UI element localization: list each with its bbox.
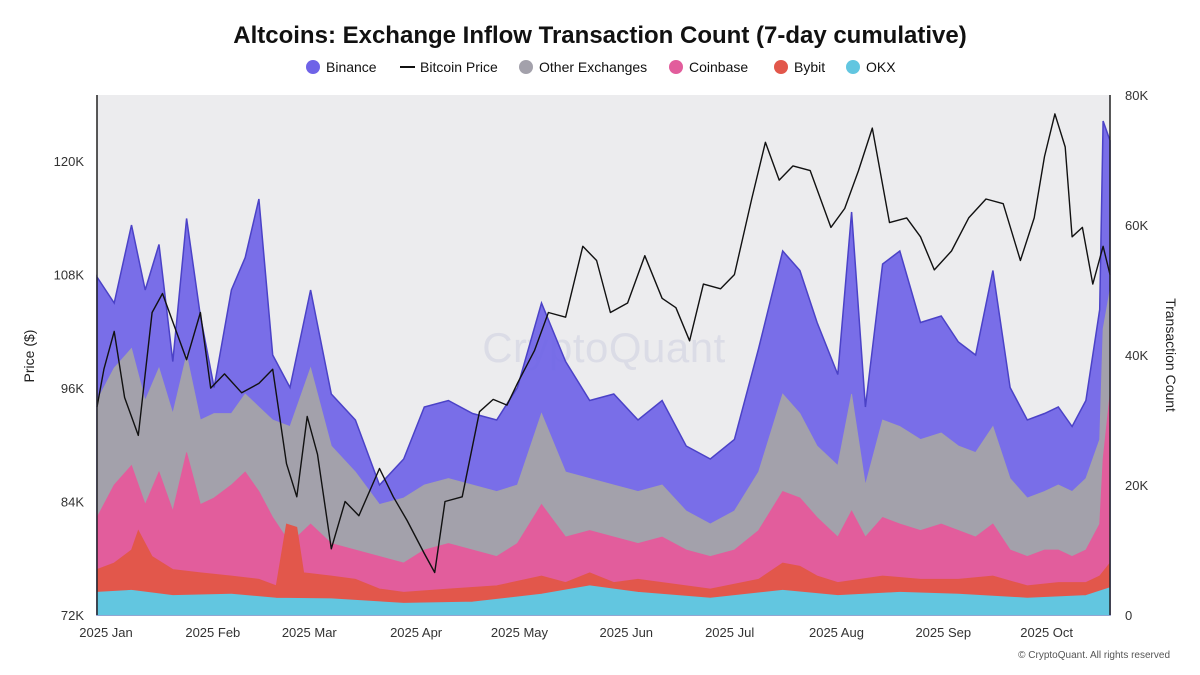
x-tick-label: 2025 Jul bbox=[705, 625, 754, 640]
copyright-credit: © CryptoQuant. All rights reserved bbox=[1018, 650, 1170, 661]
right-tick-label: 80K bbox=[1125, 88, 1148, 103]
left-tick-label: 84K bbox=[61, 495, 84, 510]
watermark: CryptoQuant bbox=[482, 324, 726, 371]
chart-title: Altcoins: Exchange Inflow Transaction Co… bbox=[233, 22, 966, 49]
legend-swatch-other-exchanges bbox=[519, 60, 533, 74]
x-tick-label: 2025 Sep bbox=[915, 625, 971, 640]
left-tick-label: 120K bbox=[54, 154, 85, 169]
left-tick-label: 72K bbox=[61, 608, 84, 623]
x-tick-label: 2025 Apr bbox=[390, 625, 443, 640]
left-tick-label: 108K bbox=[54, 268, 85, 283]
legend: Binance Bitcoin Price Other Exchanges Coinb… bbox=[306, 59, 896, 75]
right-tick-label: 40K bbox=[1125, 348, 1148, 363]
legend-swatch-coinbase bbox=[669, 60, 683, 74]
series-area-okx bbox=[96, 585, 1111, 616]
left-axis-title: Price ($) bbox=[21, 330, 37, 383]
right-axis-title: Transaction Count bbox=[1163, 298, 1179, 412]
x-ticks: 2025 Jan 2025 Feb 2025 Mar 2025 Apr 2025 May… bbox=[79, 625, 1073, 640]
right-tick-label: 20K bbox=[1125, 478, 1148, 493]
x-tick-label: 2025 May bbox=[491, 625, 549, 640]
x-tick-label: 2025 Aug bbox=[809, 625, 864, 640]
legend-label-okx: OKX bbox=[866, 59, 896, 75]
x-tick-label: 2025 Mar bbox=[282, 625, 338, 640]
legend-swatch-okx bbox=[846, 60, 860, 74]
left-ticks: 72K 84K 96K 108K 120K bbox=[54, 154, 85, 623]
x-tick-label: 2025 Jan bbox=[79, 625, 133, 640]
x-tick-label: 2025 Jun bbox=[600, 625, 654, 640]
legend-label-other-exchanges: Other Exchanges bbox=[539, 59, 647, 75]
price-line-group bbox=[96, 113, 1111, 574]
x-tick-label: 2025 Oct bbox=[1020, 625, 1073, 640]
right-tick-label: 60K bbox=[1125, 218, 1148, 233]
area-series-group bbox=[96, 120, 1111, 616]
left-tick-label: 96K bbox=[61, 381, 84, 396]
legend-label-bybit: Bybit bbox=[794, 59, 825, 75]
x-tick-label: 2025 Feb bbox=[185, 625, 240, 640]
legend-label-coinbase: Coinbase bbox=[689, 59, 748, 75]
legend-label-binance: Binance bbox=[326, 59, 377, 75]
right-tick-label: 0 bbox=[1125, 608, 1132, 623]
right-ticks: 0 20K 40K 60K 80K bbox=[1125, 88, 1148, 623]
series-line-bitcoin-price bbox=[96, 113, 1111, 574]
legend-swatch-bybit bbox=[774, 60, 788, 74]
legend-swatch-binance bbox=[306, 60, 320, 74]
series-area-bybit bbox=[96, 523, 1111, 616]
series-area-coinbase bbox=[96, 393, 1111, 616]
legend-label-bitcoin-price: Bitcoin Price bbox=[420, 59, 498, 75]
